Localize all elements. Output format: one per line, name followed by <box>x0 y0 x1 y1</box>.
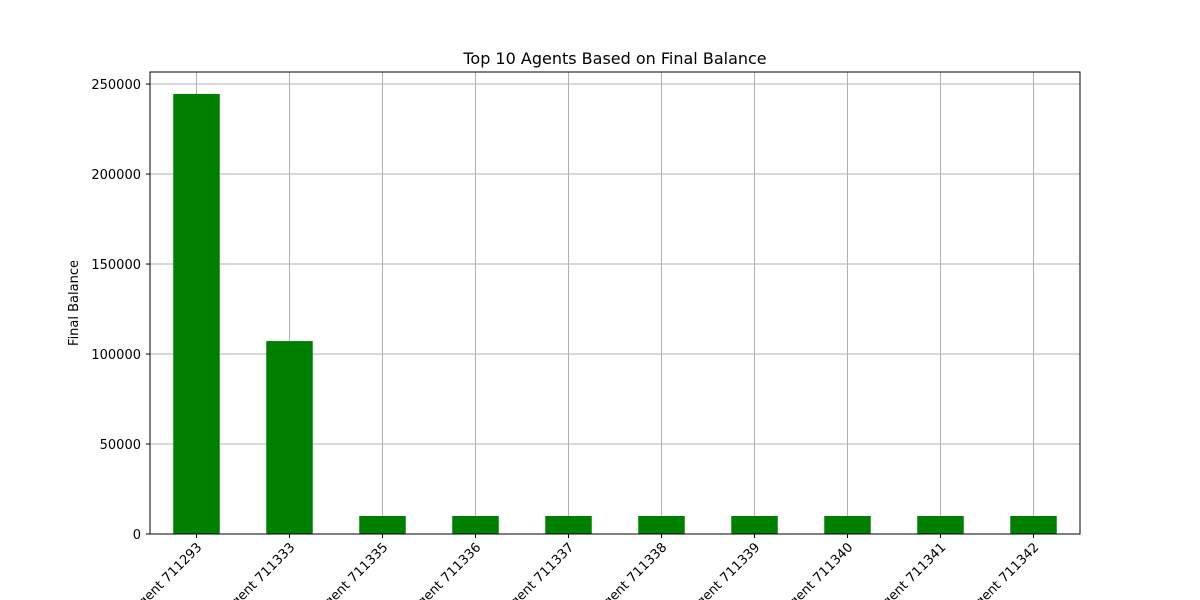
bar <box>638 516 685 534</box>
y-tick-label: 0 <box>133 528 141 543</box>
y-tick-label: 250000 <box>91 78 141 93</box>
x-tick-label: Agent 711341 <box>873 540 949 600</box>
x-tick-label: Agent 711340 <box>780 540 856 600</box>
bar <box>359 516 406 534</box>
bar <box>173 93 220 534</box>
y-tick-label: 200000 <box>91 168 141 183</box>
chart-title: Top 10 Agents Based on Final Balance <box>462 49 766 68</box>
x-tick-label: Agent 711338 <box>594 540 670 600</box>
x-tick-label: Agent 711337 <box>501 540 577 600</box>
y-axis-label: Final Balance <box>67 260 82 346</box>
plot-frame <box>149 71 1081 535</box>
y-tick-label: 150000 <box>91 258 141 273</box>
y-tick-label: 100000 <box>91 348 141 363</box>
bars <box>173 93 1057 534</box>
bar <box>917 516 964 534</box>
bar <box>266 341 313 534</box>
x-tick-label: Agent 711336 <box>408 540 484 600</box>
bar <box>1010 516 1057 534</box>
x-tick-label: Agent 711342 <box>966 540 1042 600</box>
bar <box>731 516 778 534</box>
bar <box>824 516 871 534</box>
y-tick-label: 50000 <box>100 438 141 453</box>
x-tick-label: Agent 711339 <box>687 540 763 600</box>
bar <box>452 516 499 534</box>
bar <box>545 516 592 534</box>
x-tick-label: Agent 711293 <box>129 540 205 600</box>
x-tick-label: Agent 711333 <box>222 540 298 600</box>
x-tick-label: Agent 711335 <box>315 540 391 600</box>
